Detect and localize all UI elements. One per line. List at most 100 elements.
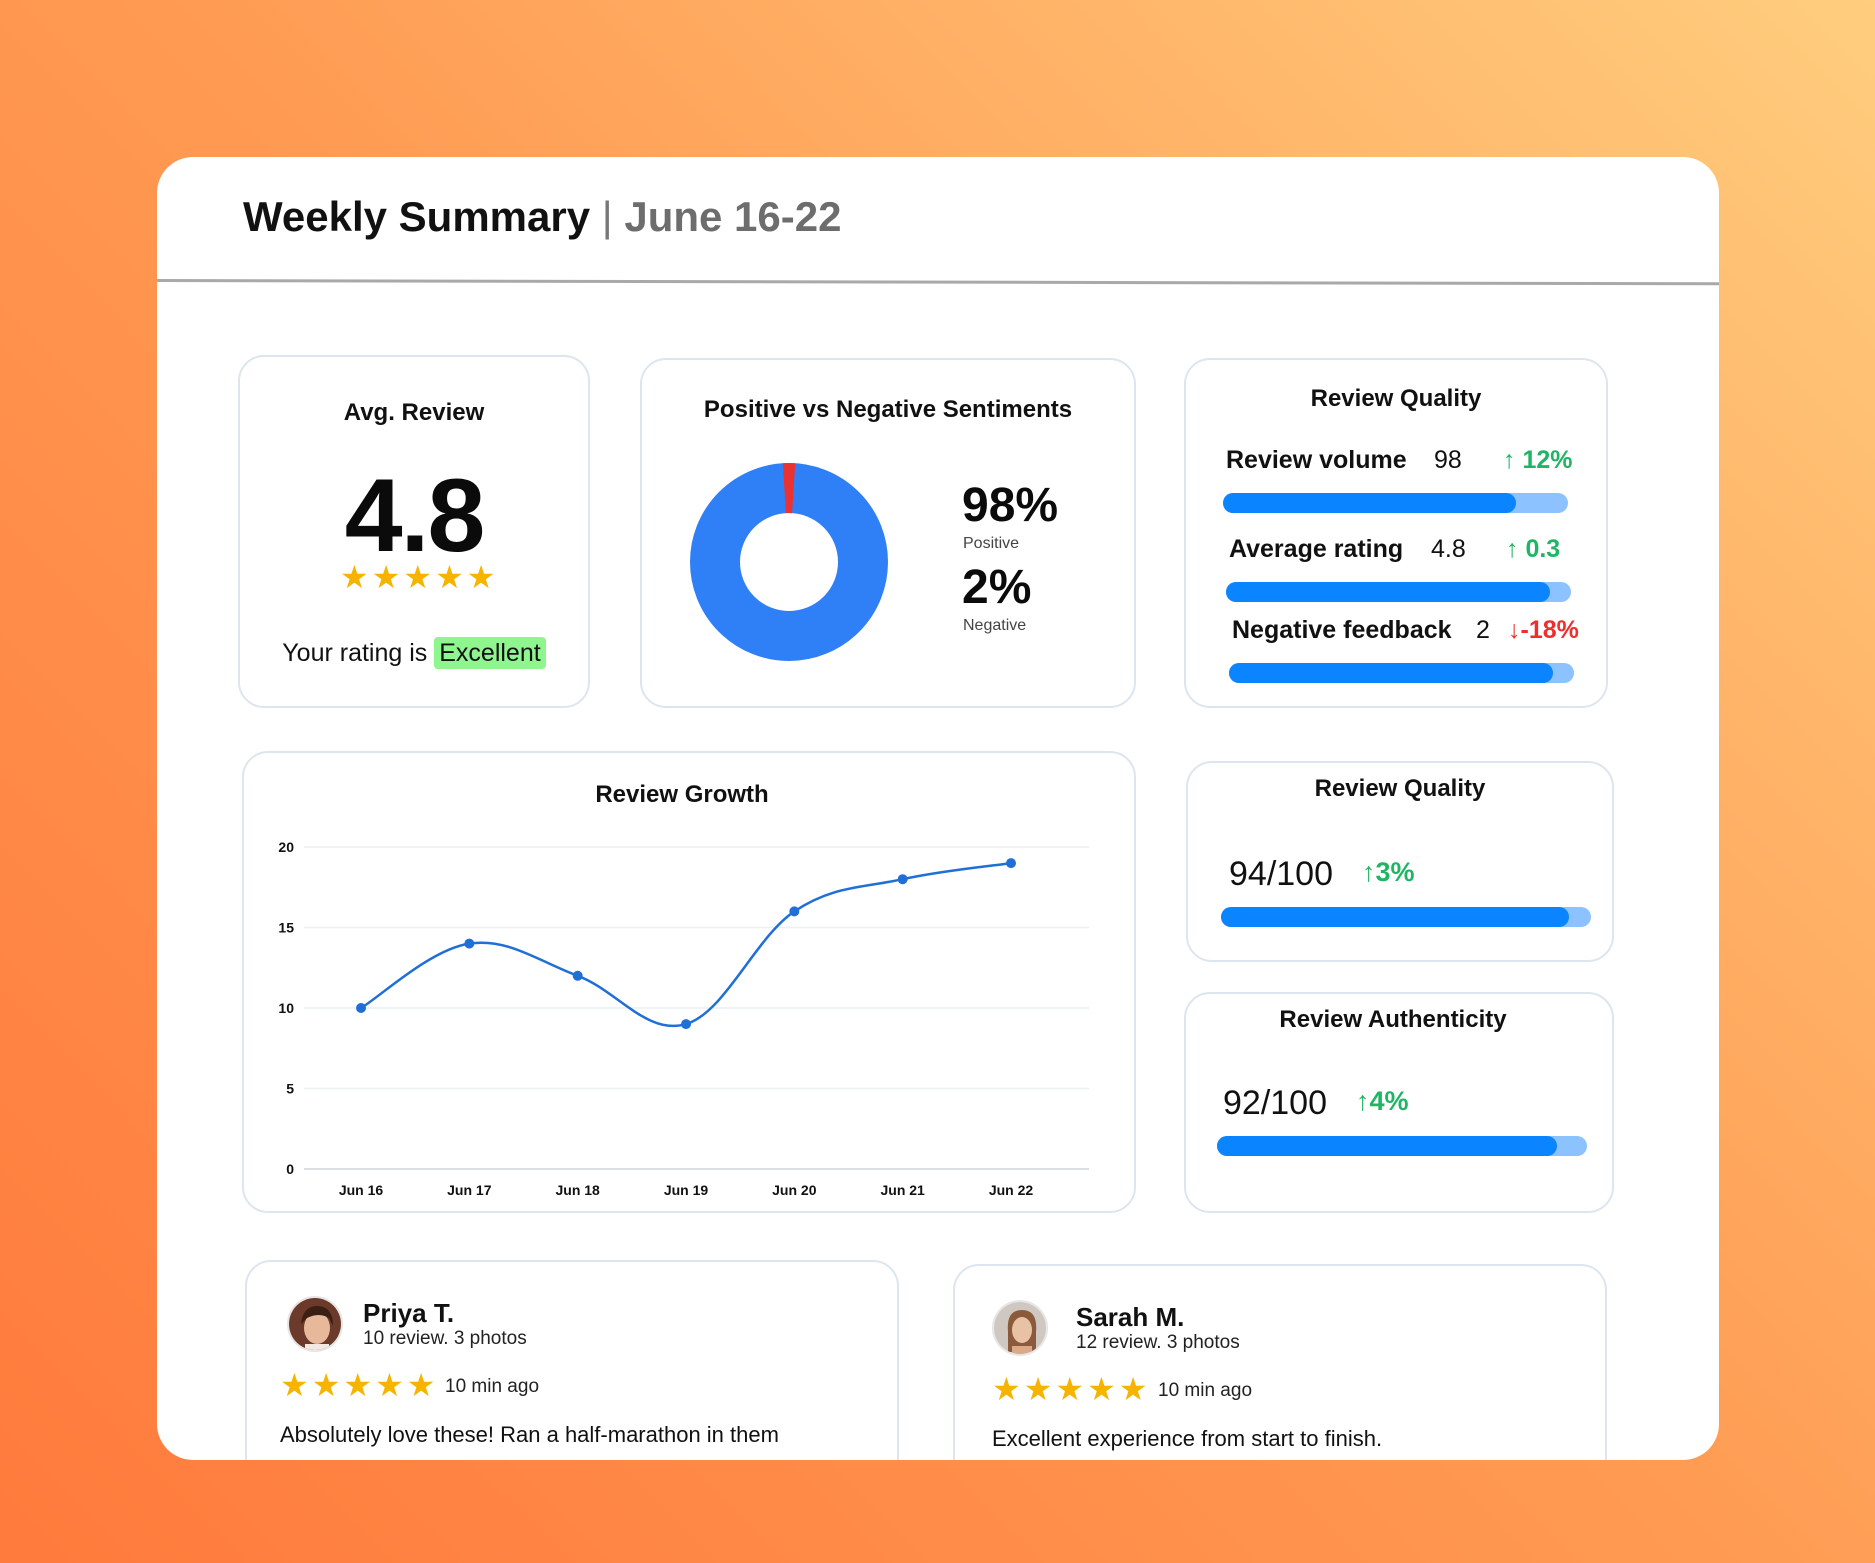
data-point [572,970,583,981]
star-icon: ★ [280,1367,309,1403]
review-volume-bar-fill [1223,493,1517,513]
arrow-up-icon: ↑ [1506,535,1519,563]
star-icon: ★ [340,559,369,595]
negative-label: Negative [963,617,1027,634]
star-icon: ★ [435,559,464,595]
authenticity-bar [1217,1136,1587,1156]
x-tick-label: Jun 16 [339,1182,384,1198]
review-growth-chart: 0 5 10 15 20 Jun 16 Jun 17 Jun 18 Jun 19 Jun 20 Ju… [278,839,1089,1198]
quality-score-delta: ↑3% [1362,857,1415,887]
negative-feedback-bar [1229,663,1574,683]
average-rating-value: 4.8 [1431,535,1466,563]
quality-score-bar [1221,907,1591,927]
x-tick-label: Jun 22 [989,1182,1034,1198]
avatar [287,1296,343,1352]
average-rating-delta: ↑ 0.3 [1506,535,1561,563]
reviewer-name: Priya T. [363,1298,455,1328]
data-point [897,874,908,885]
x-tick-label: Jun 17 [447,1182,492,1198]
y-tick-label: 20 [278,839,294,855]
data-point [464,938,475,949]
star-icon: ★ [375,1367,404,1403]
authenticity-delta: ↑4% [1356,1086,1409,1116]
y-tick-label: 10 [278,1000,294,1016]
series-line [360,861,1012,1028]
review-card: Sarah M. 12 review. 3 photos ★ ★ ★ ★ ★ 1… [953,1264,1607,1460]
header-divider [157,279,1719,286]
star-icon: ★ [311,1367,341,1403]
x-tick-label: Jun 20 [772,1182,817,1198]
avatar-image [994,1302,1046,1354]
review-stars: ★ ★ ★ ★ ★ [280,1369,435,1401]
data-point [356,1003,366,1013]
review-time: 10 min ago [1158,1380,1253,1401]
average-rating-bar [1226,582,1571,602]
quality-score-bar-fill [1221,907,1569,927]
avatar-image [289,1298,341,1350]
reviewer-meta: 10 review. 3 photos [363,1328,527,1349]
weekly-summary-panel: Weekly Summary | June 16-22 Avg. Review … [157,157,1719,1460]
review-text: Absolutely love these! Ran a half-marath… [280,1422,779,1447]
avatar [992,1300,1048,1356]
star-icon: ★ [1087,1371,1116,1407]
y-tick-label: 5 [286,1081,294,1097]
x-tick-label: Jun 18 [555,1182,600,1198]
review-volume-value: 98 [1434,446,1462,474]
arrow-up-icon: ↑ [1362,857,1376,887]
star-icon: ★ [992,1371,1021,1407]
star-icon: ★ [403,559,433,595]
star-icon: ★ [406,1367,436,1403]
avg-review-stars: ★ ★ ★ ★ ★ [340,561,495,593]
review-growth-card: Review Growth 0 5 10 15 20 Jun 16 Jun 17 Jun 18… [242,751,1136,1213]
authenticity-bar-fill [1217,1136,1558,1156]
negative-feedback-bar-fill [1229,663,1554,683]
avg-review-value: 4.8 [344,458,486,574]
review-volume-bar [1223,493,1568,513]
avg-review-title: Avg. Review [343,399,485,426]
review-card: Priya T. 10 review. 3 photos ★ ★ ★ ★ ★ 1… [245,1260,899,1460]
review-growth-title: Review Growth [595,781,769,808]
rating-prefix: Your rating is [282,639,428,667]
sentiment-title: Positive vs Negative Sentiments [703,396,1073,423]
positive-label: Positive [963,535,1020,552]
review-quality-card: Review Quality Review volume 98 ↑ 12% Av… [1184,358,1608,708]
authenticity-card: Review Authenticity 92/100 ↑4% [1184,992,1614,1213]
y-tick-label: 15 [278,920,294,936]
review-volume-delta: ↑ 12% [1503,446,1573,474]
review-stars: ★ ★ ★ ★ ★ [992,1373,1147,1405]
arrow-up-icon: ↑ [1356,1086,1370,1116]
star-icon: ★ [371,559,401,595]
reviewer-name: Sarah M. [1076,1302,1185,1332]
arrow-down-icon: ↓ [1508,616,1521,644]
page-title: Weekly Summary | June 16-22 [243,193,841,241]
review-volume-label: Review volume [1226,446,1407,474]
review-time: 10 min ago [445,1376,540,1397]
quality-score-title: Review Quality [1314,775,1486,802]
title-text: Weekly Summary [243,193,591,240]
reviewer-meta: 12 review. 3 photos [1076,1332,1240,1353]
star-icon: ★ [1118,1371,1148,1407]
positive-percent: 98% [962,479,1059,532]
avg-review-card: Avg. Review 4.8 ★ ★ ★ ★ ★ Your rating is… [238,355,590,708]
quality-score-value: 94/100 [1229,855,1333,893]
data-point [681,1019,691,1030]
sentiment-donut [690,463,888,661]
average-rating-label: Average rating [1229,535,1404,563]
data-point [1006,858,1016,869]
data-point [789,906,800,917]
star-icon: ★ [466,559,496,595]
review-text: Excellent experience from start to finis… [992,1426,1383,1451]
star-icon: ★ [1023,1371,1053,1407]
authenticity-title: Review Authenticity [1279,1006,1507,1033]
rating-badge: Excellent [434,637,546,669]
sentiment-card: Positive vs Negative Sentiments 98% Posi… [640,358,1136,708]
date-range: June 16-22 [624,193,842,240]
negative-percent: 2% [962,561,1032,614]
negative-feedback-label: Negative feedback [1232,616,1452,644]
negative-feedback-delta: ↓-18% [1508,616,1579,644]
negative-slice [782,463,796,514]
arrow-up-icon: ↑ [1503,446,1516,474]
x-tick-label: Jun 19 [664,1182,709,1198]
authenticity-value: 92/100 [1223,1084,1327,1122]
average-rating-bar-fill [1226,582,1551,602]
